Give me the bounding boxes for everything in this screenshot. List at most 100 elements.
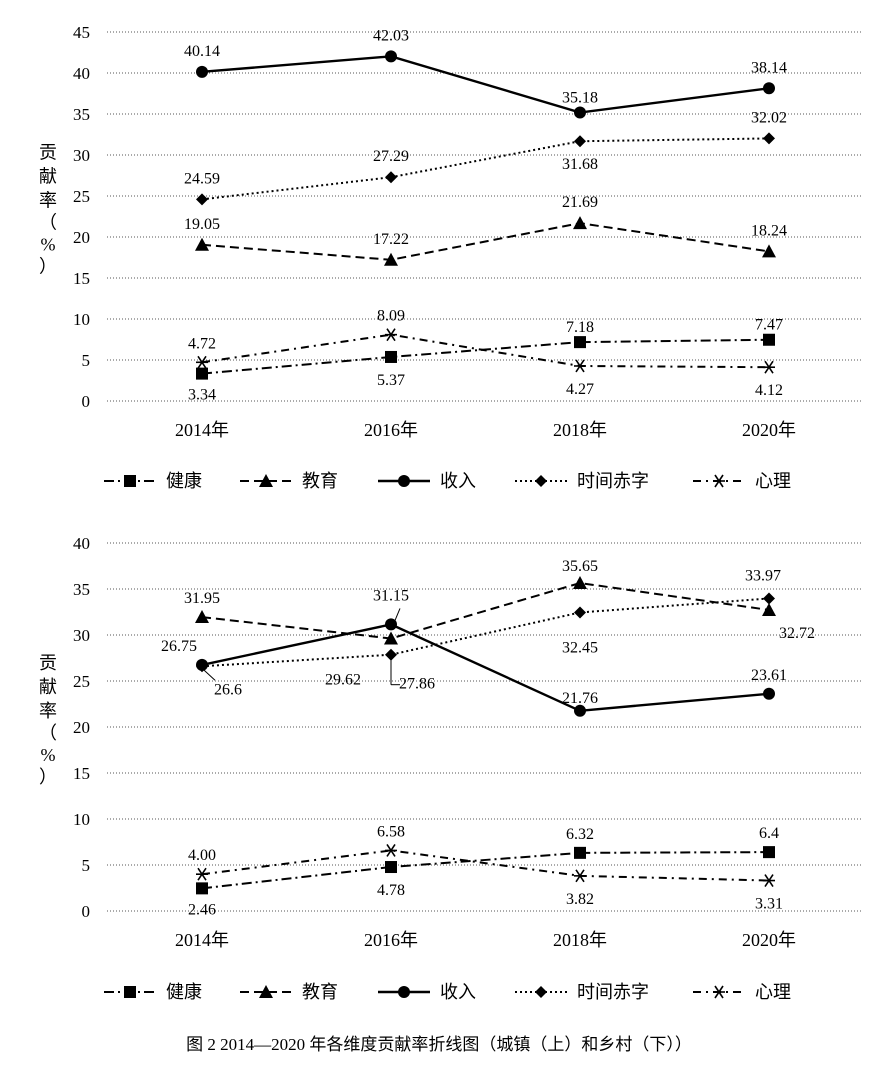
asterisk-stroke <box>197 355 207 369</box>
asterisk-marker <box>196 867 208 881</box>
asterisk-marker <box>385 328 397 342</box>
legend-label: 健康 <box>166 982 202 1002</box>
circle-marker <box>763 687 775 700</box>
x-tick-label: 2020年 <box>742 930 796 950</box>
x-tick-label: 2016年 <box>364 930 418 950</box>
diamond-marker <box>763 132 775 145</box>
leader-line <box>201 667 216 681</box>
legend-label: 心理 <box>755 471 791 491</box>
legend-label: 健康 <box>166 471 202 491</box>
data-label-心理: 3.31 <box>755 896 783 913</box>
asterisk-stroke <box>764 874 774 887</box>
series-line-收入 <box>201 623 770 713</box>
asterisk-stroke <box>714 985 724 999</box>
triangle-marker <box>762 244 776 258</box>
data-label-时间赤字: 32.02 <box>751 109 787 126</box>
series-line-心理 <box>201 333 770 369</box>
x-tick-label: 2018年 <box>553 420 607 440</box>
y-tick-label: 5 <box>82 856 91 875</box>
data-label-心理: 6.58 <box>377 823 405 840</box>
series-line-收入 <box>201 55 770 114</box>
diamond-marker <box>535 475 547 487</box>
data-label-收入: 38.14 <box>751 59 787 76</box>
circle-marker <box>196 65 208 78</box>
square-marker <box>574 336 586 349</box>
triangle-marker <box>384 631 398 645</box>
y-tick-label: 35 <box>73 105 90 124</box>
data-label-健康: 6.4 <box>759 825 779 842</box>
legend: 健康 教育 收入 时间赤字 心理 <box>104 982 791 1002</box>
diamond-marker <box>574 606 586 619</box>
triangle-marker <box>195 610 209 624</box>
y-tick-label: 15 <box>73 269 90 288</box>
asterisk-marker <box>385 844 397 857</box>
diamond-marker <box>385 171 397 184</box>
y-axis-label: 贡献率（%） <box>39 143 57 277</box>
x-tick-label: 2014年 <box>175 930 229 950</box>
y-tick-label: 45 <box>73 23 90 42</box>
square-marker <box>385 350 397 363</box>
diamond-marker <box>196 193 208 206</box>
asterisk-marker <box>196 355 208 369</box>
data-label-收入: 21.76 <box>562 690 598 707</box>
legend-label: 收入 <box>440 471 476 491</box>
data-label-收入: 35.18 <box>562 90 598 107</box>
data-label-健康: 4.78 <box>377 882 405 899</box>
data-label-健康: 7.18 <box>566 319 594 336</box>
y-tick-label: 15 <box>73 764 90 783</box>
square-marker <box>763 333 775 346</box>
data-label-收入: 31.15 <box>373 587 409 604</box>
asterisk-marker <box>763 874 775 887</box>
square-marker <box>196 882 208 895</box>
triangle-marker <box>573 576 587 590</box>
y-tick-label: 40 <box>73 534 90 553</box>
y-tick-label: 10 <box>73 310 90 329</box>
series-line-健康 <box>201 338 770 375</box>
asterisk-stroke <box>714 474 724 488</box>
square-marker <box>763 846 775 859</box>
y-tick-label: 40 <box>73 64 90 83</box>
asterisk-stroke <box>764 360 774 374</box>
triangle-marker <box>259 985 273 998</box>
circle-marker <box>385 618 397 631</box>
data-label-教育: 32.72 <box>779 625 815 642</box>
data-label-健康: 3.34 <box>188 387 216 404</box>
square-marker <box>124 986 136 998</box>
triangle-marker <box>384 252 398 266</box>
series-line-心理 <box>201 849 770 882</box>
asterisk-marker <box>574 359 586 373</box>
data-label-教育: 19.05 <box>184 216 220 233</box>
triangle-marker <box>573 216 587 230</box>
data-label-收入: 42.03 <box>373 27 409 44</box>
data-label-健康: 5.37 <box>377 372 405 389</box>
legend-label: 收入 <box>440 982 476 1002</box>
y-tick-label: 25 <box>73 672 90 691</box>
data-label-心理: 4.27 <box>566 381 594 398</box>
x-tick-label: 2014年 <box>175 420 229 440</box>
series-line-时间赤字 <box>201 597 770 668</box>
circle-marker <box>574 106 586 119</box>
asterisk-stroke <box>575 869 585 883</box>
data-label-健康: 2.46 <box>188 901 216 918</box>
legend-label: 教育 <box>302 982 338 1002</box>
data-label-教育: 21.69 <box>562 194 598 211</box>
legend-label: 时间赤字 <box>577 982 649 1002</box>
data-label-收入: 23.61 <box>751 667 787 684</box>
data-label-时间赤字: 26.6 <box>214 681 242 698</box>
y-tick-label: 30 <box>73 146 90 165</box>
data-label-教育: 29.62 <box>325 671 361 688</box>
square-marker <box>124 475 136 487</box>
y-tick-label: 35 <box>73 580 90 599</box>
y-tick-label: 0 <box>82 902 91 921</box>
x-tick-label: 2016年 <box>364 420 418 440</box>
y-axis-label: 贡献率（%） <box>39 653 57 787</box>
series-line-时间赤字 <box>201 137 770 201</box>
data-label-心理: 3.82 <box>566 891 594 908</box>
data-label-收入: 26.75 <box>161 638 197 655</box>
y-tick-label: 25 <box>73 187 90 206</box>
data-label-时间赤字: 31.68 <box>562 156 598 173</box>
figure-caption: 图 2 2014—2020 年各维度贡献率折线图（城镇（上）和乡村（下）） <box>186 1035 692 1054</box>
leader-line <box>394 608 401 621</box>
series-line-教育 <box>201 581 770 640</box>
